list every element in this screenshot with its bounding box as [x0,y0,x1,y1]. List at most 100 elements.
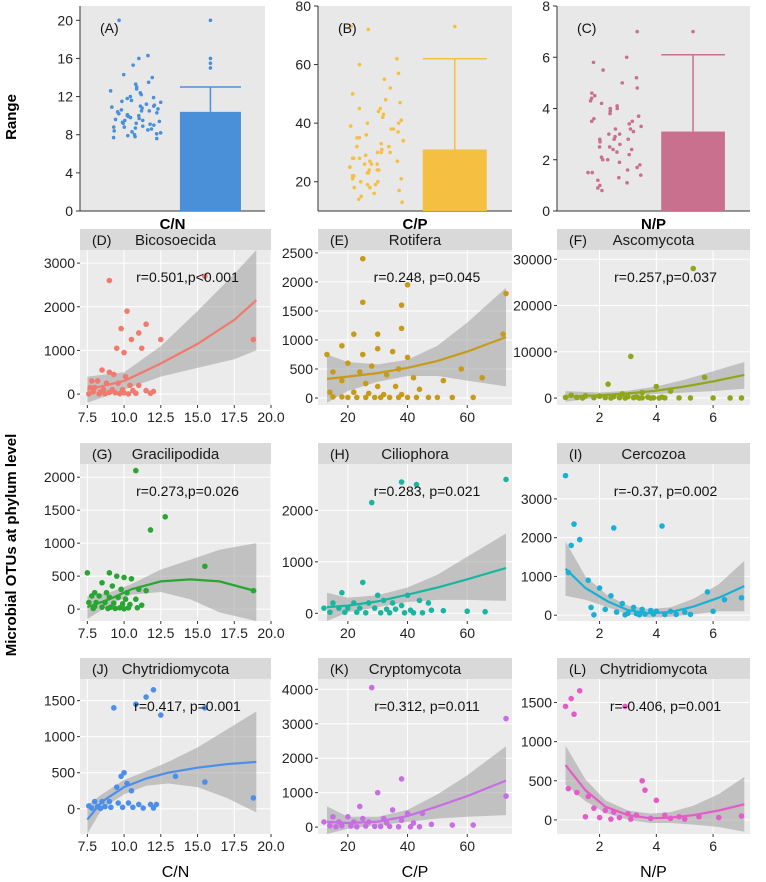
otu-axis-title: Microbial OTUs at phylum level [3,434,20,657]
x-tick-label: 6 [709,409,717,425]
data-point [586,170,590,175]
data-point [172,773,179,780]
data-point [155,110,159,115]
data-point [84,570,91,576]
data-point [116,390,123,397]
data-point [330,369,336,375]
data-point [120,99,124,104]
data-point [86,391,92,397]
data-point [371,823,378,830]
data-point [634,75,639,80]
data-point [113,573,120,579]
data-point [352,185,357,190]
data-point [151,95,156,100]
data-point [162,513,169,520]
data-point [428,821,435,828]
data-point [366,27,371,32]
data-point [396,130,400,134]
data-point [115,800,121,806]
data-point [602,807,609,814]
data-point [620,81,625,85]
data-point [388,150,392,155]
data-point [339,589,345,596]
data-point [588,604,594,611]
y-tick-label: 10000 [513,344,552,360]
data-point [381,112,386,117]
trend-line [87,299,258,391]
data-point [112,129,116,133]
data-point [600,188,604,193]
data-point [143,387,149,394]
panel-label: (K) [330,661,349,677]
data-point [562,703,569,710]
data-point [591,60,596,65]
x-tick-label: 10.0 [110,625,137,641]
data-point [440,377,447,384]
data-point [597,137,602,142]
data-point [105,605,111,612]
data-point [121,574,127,581]
data-point [351,389,357,396]
y-tick-label: 500 [529,773,553,789]
strip-background [557,443,750,464]
data-point [125,391,132,397]
data-point [125,113,130,118]
data-point [136,113,141,118]
x-tick-label: 10.0 [110,409,137,425]
x-tick-label: 15.0 [184,625,211,641]
data-point [629,147,634,152]
y-tick-label: 3000 [44,255,75,271]
data-point [133,390,139,397]
data-point [428,607,435,613]
data-point [607,145,612,149]
data-point [119,108,124,112]
data-point [356,197,361,202]
data-point [383,372,390,378]
y-tick-label: 12 [57,89,73,105]
trend-line [326,336,507,380]
strip-title: Ascomycota [613,232,695,249]
data-point [144,102,149,107]
data-point [140,124,145,128]
data-point [608,593,614,599]
data-point [111,135,116,140]
data-point [350,176,355,181]
data-point [94,378,101,384]
data-point [124,308,130,314]
data-point [345,813,351,820]
panel-label: (L) [569,661,586,677]
data-point [369,162,374,166]
data-point [118,586,124,593]
y-tick-label: 40 [295,115,311,131]
data-point [591,805,597,811]
x-tick-label: 20 [340,625,356,641]
data-point [157,119,162,124]
data-point [616,814,623,821]
data-point [597,145,602,149]
y-tick-label: 500 [290,361,314,377]
panel-label: (I) [569,446,582,462]
data-point [119,601,126,607]
data-point [608,106,613,111]
y-tick-label: 2500 [282,245,313,261]
y-tick-label: 0 [67,801,75,817]
data-point [599,101,604,106]
data-point [154,131,159,136]
data-point [349,24,353,29]
data-point [598,183,602,188]
data-point [404,354,411,361]
data-point [602,394,609,401]
trend-line [86,578,257,609]
data-point [133,596,139,603]
mean-bar [422,149,487,211]
data-point [359,579,366,586]
data-point [131,63,135,67]
panel-label: (F) [569,232,587,248]
data-point [368,363,375,369]
data-point [134,87,139,91]
data-point [398,817,405,824]
data-point [96,391,102,397]
data-point [362,162,367,166]
data-point [359,815,366,822]
data-point [121,605,127,612]
